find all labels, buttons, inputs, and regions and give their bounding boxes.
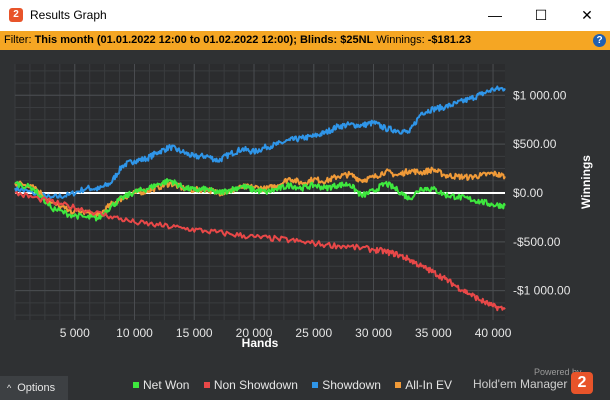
results-chart: 5 000 10 000 15 000 20 000 25 000 30 000 35 00… xyxy=(0,50,610,372)
x-tick-label: 25 000 xyxy=(295,326,332,340)
series-line-non-showdown xyxy=(14,191,506,312)
filter-blinds-label: Blinds: xyxy=(299,34,338,46)
legend-swatch xyxy=(312,382,319,388)
minimize-button[interactable]: — xyxy=(488,7,502,23)
filter-label: Filter: xyxy=(4,34,32,46)
x-tick-label: 30 000 xyxy=(355,326,392,340)
y-tick-label: $1 000.00 xyxy=(513,88,567,102)
options-button[interactable]: ^ Options xyxy=(0,376,68,400)
filter-bar: Filter: This month (01.01.2022 12:00 to … xyxy=(0,31,610,50)
close-button[interactable]: ✕ xyxy=(581,7,593,23)
chevron-up-icon: ^ xyxy=(7,383,12,393)
x-tick-label: 5 000 xyxy=(60,326,90,340)
legend-label: Showdown xyxy=(322,378,381,392)
filter-winnings-value: -$181.23 xyxy=(427,34,472,46)
series-line-showdown xyxy=(14,85,506,200)
y-tick-label: -$500.00 xyxy=(513,235,561,249)
brand-name: Hold'em Manager xyxy=(473,377,568,391)
filter-period: This month (01.01.2022 12:00 to 01.02.20… xyxy=(34,34,297,46)
legend-swatch xyxy=(395,382,402,388)
x-tick-label: 15 000 xyxy=(176,326,213,340)
x-tick-label: 35 000 xyxy=(415,326,452,340)
x-tick-label: 10 000 xyxy=(116,326,153,340)
help-icon[interactable]: ? xyxy=(593,34,606,47)
series-line-net-won xyxy=(14,178,506,222)
y-tick-label: $0.00 xyxy=(513,186,543,200)
legend-swatch xyxy=(203,382,210,388)
holdem-manager-logo-icon: 2 xyxy=(571,372,593,394)
legend-item-showdown[interactable]: Showdown xyxy=(312,378,381,392)
results-chart-svg: 5 000 10 000 15 000 20 000 25 000 30 000 35 00… xyxy=(14,64,593,350)
legend-swatch xyxy=(133,382,139,388)
powered-by-text: Powered by xyxy=(534,367,582,377)
app-logo-icon: 2 xyxy=(9,8,23,22)
legend-item-all-in-ev[interactable]: All-In EV xyxy=(395,378,452,392)
legend-label: Non Showdown xyxy=(213,378,298,392)
y-axis-label: Winnings xyxy=(579,155,593,209)
chart-legend: Net Won Non Showdown Showdown All-In EV xyxy=(133,378,463,392)
options-label: Options xyxy=(17,382,56,394)
x-axis-label: Hands xyxy=(242,336,279,350)
bottom-bar: ^ Options Net Won Non Showdown Showdown A… xyxy=(0,372,610,400)
window-title: Results Graph xyxy=(30,8,107,22)
legend-label: Net Won xyxy=(143,378,190,392)
legend-item-non-showdown[interactable]: Non Showdown xyxy=(203,378,298,392)
legend-item-net-won[interactable]: Net Won xyxy=(133,378,189,392)
y-tick-label: -$1 000.00 xyxy=(513,284,571,298)
filter-blinds-value: $25NL xyxy=(340,34,374,46)
y-tick-label: $500.00 xyxy=(513,137,557,151)
maximize-button[interactable]: ☐ xyxy=(534,7,548,23)
x-tick-label: 40 000 xyxy=(475,326,512,340)
filter-winnings-label: Winnings: xyxy=(376,34,425,46)
x-tick-label: 20 000 xyxy=(236,326,273,340)
legend-label: All-In EV xyxy=(405,378,452,392)
title-bar: 2 Results Graph — ☐ ✕ xyxy=(0,0,610,31)
